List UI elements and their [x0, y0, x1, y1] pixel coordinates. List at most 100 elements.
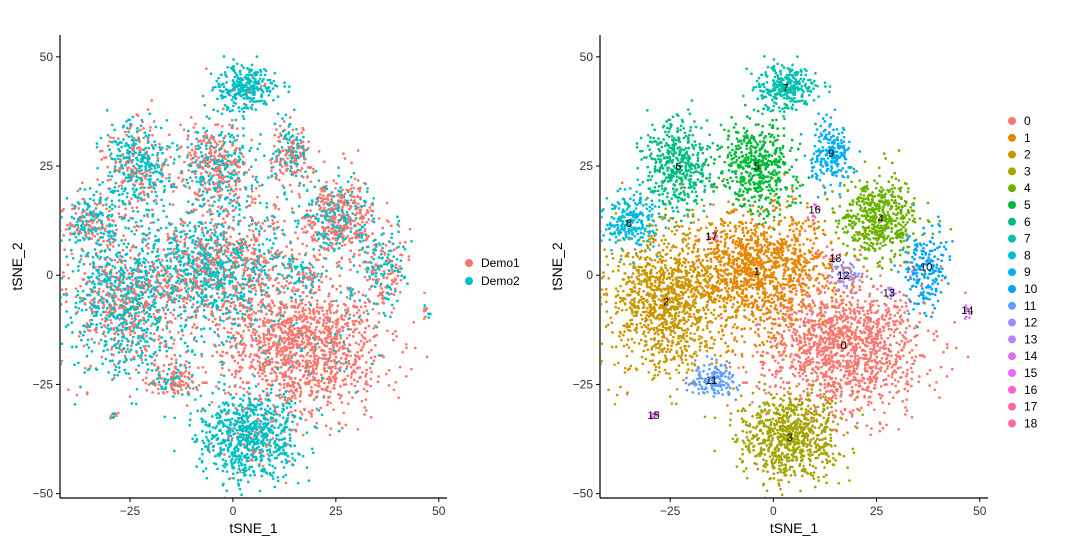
scatter-point [281, 228, 284, 232]
scatter-point [365, 270, 369, 274]
scatter-point [71, 207, 74, 211]
scatter-point [307, 223, 310, 226]
scatter-point [270, 368, 274, 371]
scatter-point [141, 361, 144, 365]
scatter-point [201, 94, 205, 98]
scatter-point [349, 187, 353, 191]
scatter-point [88, 306, 92, 309]
scatter-point [199, 175, 203, 179]
scatter-point [283, 291, 286, 294]
scatter-point [266, 355, 270, 359]
scatter-point [75, 220, 79, 224]
scatter-point [333, 386, 336, 390]
scatter-point [258, 99, 261, 103]
scatter-point [316, 197, 320, 200]
scatter-point [77, 207, 81, 210]
scatter-point [282, 186, 286, 190]
scatter-point [368, 275, 371, 278]
scatter-point [390, 292, 393, 296]
scatter-point [144, 134, 148, 138]
scatter-point [315, 421, 319, 425]
scatter-point [257, 268, 261, 272]
scatter-point [206, 298, 209, 302]
scatter-point [222, 270, 226, 274]
scatter-point [287, 367, 291, 370]
scatter-point [395, 299, 399, 303]
scatter-point [255, 437, 259, 441]
scatter-point [392, 338, 395, 342]
scatter-point [158, 345, 162, 349]
scatter-point [129, 333, 132, 336]
scatter-point [217, 413, 221, 417]
scatter-point [174, 226, 177, 230]
scatter-point [233, 339, 237, 342]
scatter-point [224, 185, 228, 189]
scatter-point [233, 432, 237, 435]
scatter-point [277, 178, 281, 182]
scatter-point [166, 378, 170, 382]
scatter-point [338, 284, 342, 288]
scatter-point [304, 170, 307, 174]
scatter-point [253, 73, 257, 77]
scatter-point [141, 293, 144, 297]
scatter-point [98, 183, 101, 187]
scatter-point [353, 299, 357, 303]
scatter-point [114, 161, 117, 165]
scatter-point [328, 302, 331, 306]
scatter-point [245, 235, 249, 238]
scatter-point [393, 280, 396, 284]
scatter-point [199, 394, 203, 398]
scatter-point [278, 396, 282, 400]
scatter-point [331, 242, 334, 246]
scatter-point [321, 265, 325, 269]
scatter-point [330, 191, 334, 194]
scatter-point [164, 305, 168, 309]
scatter-point [144, 282, 148, 286]
scatter-point [292, 366, 296, 369]
scatter-point [256, 147, 260, 151]
scatter-point [312, 398, 316, 402]
scatter-point [304, 276, 308, 280]
scatter-point [354, 217, 358, 220]
scatter-point [169, 311, 173, 315]
scatter-point [258, 394, 262, 397]
scatter-point [74, 312, 78, 315]
scatter-point [363, 260, 367, 263]
scatter-point [156, 218, 160, 222]
scatter-point [348, 239, 351, 243]
scatter-point [143, 265, 147, 269]
scatter-point [264, 258, 268, 262]
scatter-point [352, 171, 356, 175]
scatter-point [281, 352, 284, 356]
scatter-point [257, 229, 261, 233]
scatter-point [93, 341, 96, 344]
scatter-point [228, 434, 231, 438]
scatter-point [209, 158, 213, 161]
scatter-point [358, 212, 362, 215]
scatter-point [165, 355, 169, 358]
scatter-point [282, 448, 285, 452]
scatter-point [209, 144, 213, 148]
scatter-point [263, 425, 266, 429]
scatter-point [288, 428, 291, 431]
scatter-point [138, 145, 141, 149]
scatter-point [304, 331, 307, 334]
scatter-point [295, 318, 298, 322]
scatter-point [264, 411, 267, 414]
scatter-point [174, 358, 178, 362]
scatter-point [204, 294, 208, 297]
scatter-point [194, 122, 197, 126]
scatter-point [102, 349, 105, 353]
scatter-point [117, 298, 120, 301]
scatter-point [102, 156, 106, 159]
scatter-point [333, 380, 337, 384]
scatter-point [155, 259, 158, 263]
scatter-point [330, 369, 334, 373]
scatter-point [52, 214, 55, 217]
scatter-point [249, 195, 253, 199]
scatter-point [250, 257, 253, 261]
scatter-point [236, 265, 240, 269]
scatter-point [101, 204, 105, 207]
scatter-point [233, 460, 237, 464]
scatter-point [232, 215, 235, 219]
